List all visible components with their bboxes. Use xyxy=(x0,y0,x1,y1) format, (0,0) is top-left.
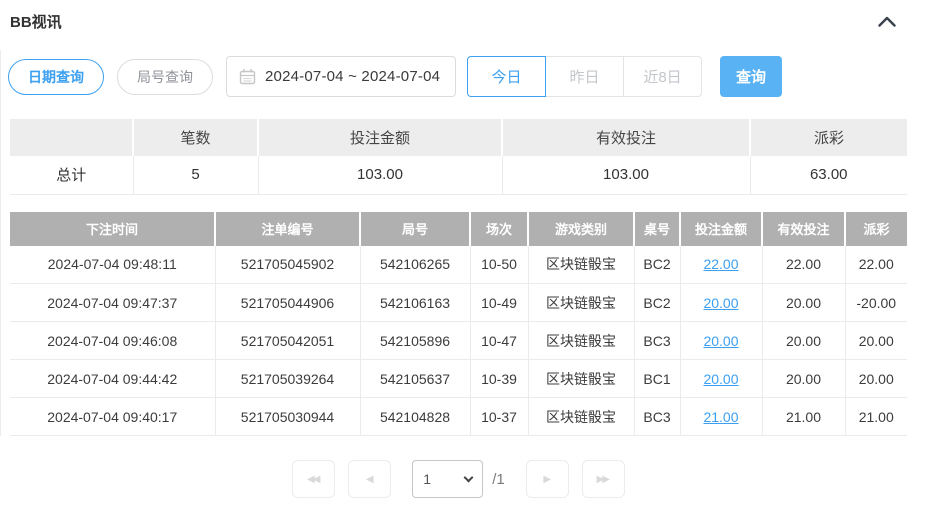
col-header-session: 场次 xyxy=(470,211,529,246)
col-header-order-no: 注单编号 xyxy=(215,211,361,246)
summary-header-blank xyxy=(10,119,134,156)
table-no-cell: BC3 xyxy=(634,321,681,360)
summary-header-payout: 派彩 xyxy=(750,119,907,156)
quick-yesterday-button[interactable]: 昨日 xyxy=(545,56,624,97)
table-row: 2024-07-04 09:44:42 521705039264 5421056… xyxy=(10,359,907,398)
last-page-button[interactable]: ▶▶ xyxy=(581,460,625,498)
page-select[interactable]: 1 xyxy=(412,460,484,498)
order-no-cell: 521705042051 xyxy=(215,321,361,360)
payout-cell: -20.00 xyxy=(845,283,907,322)
order-no-cell: 521705045902 xyxy=(215,245,361,284)
table-no-cell: BC3 xyxy=(634,397,681,436)
tab-date-query[interactable]: 日期查询 xyxy=(8,58,104,95)
valid-bet-cell: 21.00 xyxy=(762,397,846,436)
table-row: 2024-07-04 09:47:37 521705044906 5421061… xyxy=(10,283,907,322)
bet-time-cell: 2024-07-04 09:40:17 xyxy=(10,397,216,436)
chevron-up-icon xyxy=(878,16,896,27)
bet-time-cell: 2024-07-04 09:46:08 xyxy=(10,321,216,360)
tab-round-query[interactable]: 局号查询 xyxy=(117,58,213,95)
table-no-cell: BC1 xyxy=(634,359,681,398)
table-row: 2024-07-04 09:40:17 521705030944 5421048… xyxy=(10,397,907,436)
round-no-cell: 542106163 xyxy=(360,283,471,322)
col-header-round-no: 局号 xyxy=(360,211,471,246)
col-header-table-no: 桌号 xyxy=(634,211,681,246)
table-header-row: 下注时间 注单编号 局号 场次 游戏类别 桌号 投注金额 有效投注 派彩 xyxy=(10,211,907,246)
payout-cell: 20.00 xyxy=(845,321,907,360)
col-header-valid-bet: 有效投注 xyxy=(762,211,846,246)
round-no-cell: 542105896 xyxy=(360,321,471,360)
col-header-bet-time: 下注时间 xyxy=(10,211,216,246)
payout-cell: 21.00 xyxy=(845,397,907,436)
round-no-cell: 542104828 xyxy=(360,397,471,436)
prev-page-button[interactable]: ◀ xyxy=(348,460,392,498)
col-header-bet-amount: 投注金额 xyxy=(680,211,763,246)
payout-cell: 22.00 xyxy=(845,245,907,284)
bet-time-cell: 2024-07-04 09:48:11 xyxy=(10,245,216,284)
table-row: 2024-07-04 09:46:08 521705042051 5421058… xyxy=(10,321,907,360)
date-range-value: 2024-07-04 ~ 2024-07-04 xyxy=(265,68,441,85)
search-button[interactable]: 查询 xyxy=(720,56,782,97)
summary-payout-value: 63.00 xyxy=(750,156,907,195)
game-type-cell: 区块链骰宝 xyxy=(528,397,635,436)
valid-bet-cell: 20.00 xyxy=(762,359,846,398)
table-no-cell: BC2 xyxy=(634,283,681,322)
panel-title: BB视讯 xyxy=(10,13,62,31)
bet-time-cell: 2024-07-04 09:44:42 xyxy=(10,359,216,398)
bet-amount-link[interactable]: 20.00 xyxy=(703,370,739,387)
game-type-cell: 区块链骰宝 xyxy=(528,283,635,322)
collapse-button[interactable] xyxy=(876,14,898,29)
valid-bet-cell: 20.00 xyxy=(762,321,846,360)
order-no-cell: 521705039264 xyxy=(215,359,361,398)
summary-header-row: 笔数 投注金额 有效投注 派彩 xyxy=(10,119,907,156)
session-cell: 10-47 xyxy=(470,321,529,360)
order-no-cell: 521705030944 xyxy=(215,397,361,436)
table-row: 2024-07-04 09:48:11 521705045902 5421062… xyxy=(10,245,907,284)
summary-total-row: 总计 5 103.00 103.00 63.00 xyxy=(10,156,907,195)
col-header-game-type: 游戏类别 xyxy=(528,211,635,246)
calendar-icon xyxy=(239,68,256,85)
quick-today-button[interactable]: 今日 xyxy=(467,56,546,97)
round-no-cell: 542105637 xyxy=(360,359,471,398)
quick-date-group: 今日 昨日 近8日 xyxy=(467,56,702,97)
summary-header-valid: 有效投注 xyxy=(502,119,751,156)
bet-amount-link[interactable]: 22.00 xyxy=(703,256,739,273)
payout-cell: 20.00 xyxy=(845,359,907,398)
order-no-cell: 521705044906 xyxy=(215,283,361,322)
round-no-cell: 542106265 xyxy=(360,245,471,284)
bet-amount-link[interactable]: 20.00 xyxy=(703,294,739,311)
game-type-cell: 区块链骰宝 xyxy=(528,321,635,360)
bet-records-table: 下注时间 注单编号 局号 场次 游戏类别 桌号 投注金额 有效投注 派彩 202… xyxy=(10,211,907,436)
game-type-cell: 区块链骰宝 xyxy=(528,359,635,398)
summary-table: 笔数 投注金额 有效投注 派彩 总计 5 103.00 103.00 63.00 xyxy=(10,119,907,195)
session-cell: 10-50 xyxy=(470,245,529,284)
filter-bar: 日期查询 局号查询 2024-07-04 ~ 2024-07-04 今日 昨日 … xyxy=(8,56,940,97)
next-page-button[interactable]: ▶ xyxy=(525,460,569,498)
date-range-input[interactable]: 2024-07-04 ~ 2024-07-04 xyxy=(226,56,456,97)
bet-amount-link[interactable]: 20.00 xyxy=(703,332,739,349)
bet-time-cell: 2024-07-04 09:47:37 xyxy=(10,283,216,322)
panel-header: BB视讯 xyxy=(0,0,940,32)
session-cell: 10-39 xyxy=(470,359,529,398)
summary-header-bet: 投注金额 xyxy=(258,119,503,156)
quick-last8days-button[interactable]: 近8日 xyxy=(623,56,702,97)
session-cell: 10-49 xyxy=(470,283,529,322)
bet-amount-link[interactable]: 21.00 xyxy=(703,408,739,425)
table-no-cell: BC2 xyxy=(634,245,681,284)
summary-header-count: 笔数 xyxy=(133,119,259,156)
page-total-label: /1 xyxy=(492,470,505,488)
valid-bet-cell: 22.00 xyxy=(762,245,846,284)
game-type-cell: 区块链骰宝 xyxy=(528,245,635,284)
summary-valid-value: 103.00 xyxy=(502,156,751,195)
valid-bet-cell: 20.00 xyxy=(762,283,846,322)
summary-bet-value: 103.00 xyxy=(258,156,503,195)
session-cell: 10-37 xyxy=(470,397,529,436)
summary-total-label: 总计 xyxy=(10,156,134,195)
paginator: ◀◀ ◀ 1 /1 ▶ ▶▶ xyxy=(10,460,907,498)
first-page-button[interactable]: ◀◀ xyxy=(292,460,336,498)
summary-count-value: 5 xyxy=(133,156,259,195)
col-header-payout: 派彩 xyxy=(845,211,907,246)
panel-edge-divider xyxy=(0,50,1,436)
